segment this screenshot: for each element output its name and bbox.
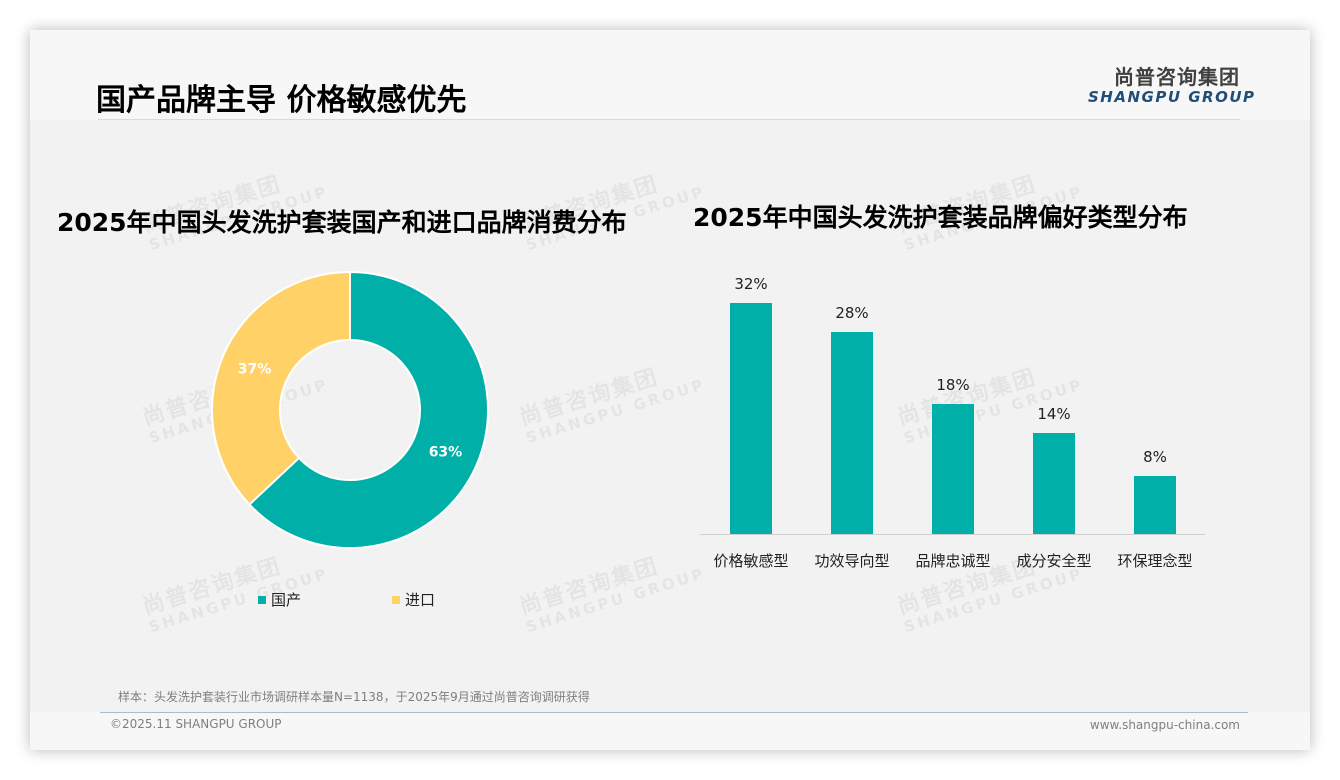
donut-data-label: 37%	[238, 362, 272, 378]
website-link[interactable]: www.shangpu-china.com	[1089, 718, 1240, 732]
bar-category-label: 品牌忠诚型	[915, 552, 991, 570]
legend-swatch-import	[392, 595, 400, 604]
sample-note: 样本：头发洗护套装行业市场调研样本量N=1138，于2025年9月通过尚普咨询调…	[118, 690, 590, 704]
page-title: 国产品牌主导 价格敏感优先	[96, 83, 467, 118]
title-divider	[98, 119, 1240, 120]
bar-4	[1033, 432, 1075, 534]
legend-label-import: 进口	[405, 591, 436, 609]
donut-slice-domestic	[247, 270, 489, 549]
donut-chart-title: 2025年中国头发洗护套装国产和进口品牌消费分布	[57, 208, 627, 237]
legend-label-domestic: 国产	[271, 591, 302, 609]
bar-1	[730, 303, 772, 534]
bar-value-label: 14%	[1037, 404, 1071, 423]
bar-value-label: 32%	[734, 275, 768, 293]
bar-category-label: 功效导向型	[814, 552, 890, 570]
footer-divider	[100, 712, 1248, 713]
legend-item-import: 进口	[392, 589, 435, 610]
legend-swatch-domestic	[258, 595, 266, 604]
bar-value-label: 8%	[1143, 448, 1167, 467]
logo-chinese-name: 尚普咨询集团	[1114, 65, 1240, 89]
bar-category-label: 环保理念型	[1117, 552, 1193, 570]
bar-3	[932, 404, 974, 534]
bar-value-label: 18%	[936, 376, 970, 395]
donut-data-label: 63%	[429, 444, 463, 460]
bar-5	[1134, 476, 1176, 534]
company-logo: 尚普咨询集团 SHANGPU GROUP	[1088, 65, 1256, 106]
logo-english-name: SHANGPU GROUP	[1088, 88, 1256, 106]
copyright-text: ©2025.11 SHANGPU GROUP	[110, 717, 282, 731]
donut-chart: 63% 37%	[211, 270, 489, 549]
bar-category-label: 成分安全型	[1016, 552, 1092, 570]
bar-2	[831, 331, 873, 534]
legend-item-domestic: 国产	[258, 589, 301, 610]
donut-slice-import	[211, 270, 351, 506]
bar-chart-title: 2025年中国头发洗护套装品牌偏好类型分布	[693, 203, 1188, 232]
bar-category-label: 价格敏感型	[713, 552, 789, 570]
bar-value-label: 28%	[835, 303, 869, 322]
bar-chart-x-axis	[700, 534, 1205, 535]
